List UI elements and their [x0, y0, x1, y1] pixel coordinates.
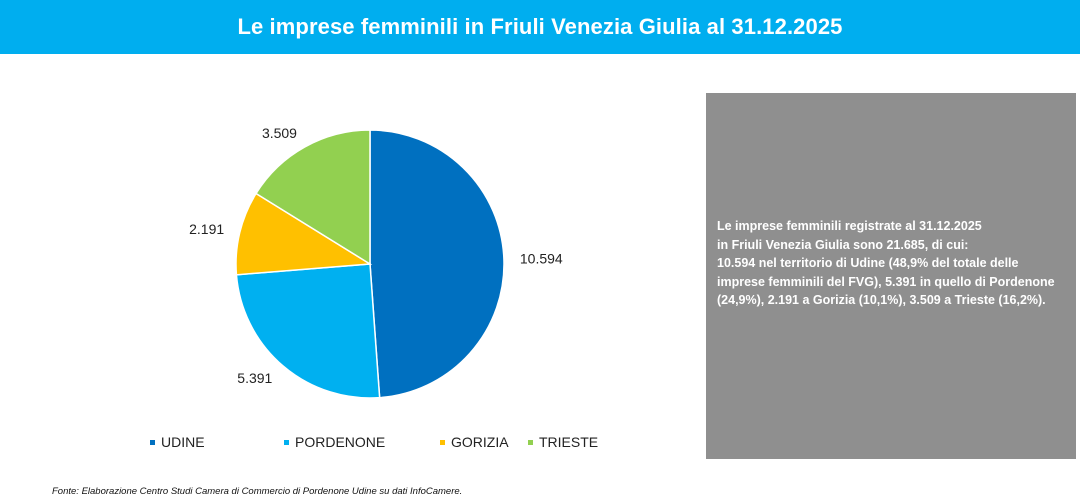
legend-label-pordenone: PORDENONE	[295, 434, 386, 450]
pie-slice-pordenone	[235, 263, 381, 399]
data-label-udine: 10.594	[520, 251, 563, 267]
legend-label-trieste: TRIESTE	[539, 434, 599, 450]
legend-label-gorizia: GORIZIA	[451, 434, 509, 450]
info-box: Le imprese femminili registrate al 31.12…	[706, 93, 1076, 459]
page-title: Le imprese femminili in Friuli Venezia G…	[237, 14, 843, 39]
data-label-pordenone: 5.391	[237, 370, 272, 386]
legend-item-pordenone: PORDENONE	[284, 434, 385, 450]
legend-item-trieste: TRIESTE	[528, 434, 598, 450]
header-bar: Le imprese femminili in Friuli Venezia G…	[0, 0, 1080, 54]
legend-swatch-pordenone	[284, 439, 289, 445]
legend-item-gorizia: GORIZIA	[440, 434, 509, 450]
info-text: Le imprese femminili registrate al 31.12…	[717, 219, 1055, 307]
legend-item-udine: UDINE	[150, 434, 205, 450]
data-label-gorizia: 2.191	[189, 221, 224, 237]
legend-swatch-udine	[150, 439, 155, 445]
chart-legend: UDINE PORDENONE GORIZIA TRIESTE	[150, 434, 670, 454]
pie-slice-udine	[369, 129, 505, 399]
data-label-trieste: 3.509	[262, 125, 297, 141]
pie-slice-trieste	[255, 129, 371, 266]
pie-chart: 10.594 5.391 2.191 3.509	[189, 125, 563, 399]
source-note: Fonte: Elaborazione Centro Studi Camera …	[52, 486, 463, 497]
legend-swatch-gorizia	[440, 439, 445, 445]
pie-slice-gorizia	[235, 192, 373, 276]
legend-swatch-trieste	[528, 439, 533, 445]
legend-label-udine: UDINE	[161, 434, 205, 450]
